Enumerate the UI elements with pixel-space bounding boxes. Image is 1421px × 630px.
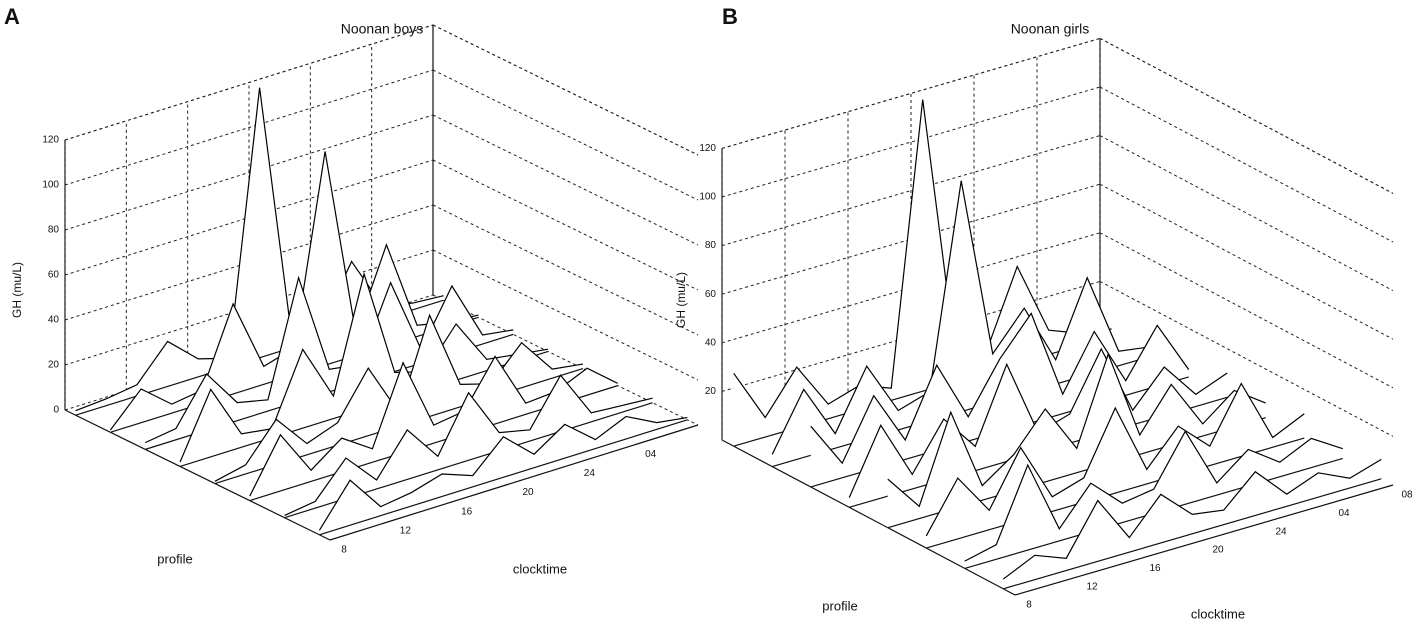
z-tick-label: 40 <box>705 337 717 348</box>
x-tick-label: 20 <box>1212 545 1224 556</box>
profile-line <box>318 415 688 531</box>
grid-line <box>1099 135 1394 292</box>
z-tick-label: 120 <box>42 135 59 146</box>
profile-fill <box>214 315 583 484</box>
x-tick-label: 08 <box>1401 490 1413 501</box>
x-tick-label: 12 <box>1086 581 1098 592</box>
x-tick-label: 20 <box>522 487 534 498</box>
z-tick-label: 120 <box>699 143 716 154</box>
x-tick-label: 24 <box>1275 526 1287 537</box>
y-axis-label: profile <box>822 598 857 613</box>
profile-axis <box>64 409 331 541</box>
grid-line <box>1099 183 1394 340</box>
chart-title: Noonan girls <box>1011 21 1090 37</box>
profile-fill <box>75 87 444 416</box>
z-tick-label: 40 <box>48 315 60 326</box>
chart-title: Noonan boys <box>341 21 424 37</box>
z-tick-label: 100 <box>42 180 59 191</box>
z-tick-label: 80 <box>48 225 60 236</box>
z-tick-label: 80 <box>705 240 717 251</box>
profile-fill <box>964 431 1343 569</box>
grid-line <box>1099 232 1394 389</box>
profile-fill <box>145 277 514 450</box>
z-tick-label: 60 <box>705 289 717 300</box>
profile-line <box>925 382 1305 537</box>
profile-fill <box>110 151 479 433</box>
profile-line <box>1002 458 1382 580</box>
clocktime-axis <box>329 424 699 541</box>
grid-line <box>432 159 699 291</box>
x-tick-label: 8 <box>341 545 347 556</box>
profile-line <box>810 312 1190 465</box>
x-axis-label: clocktime <box>513 561 567 576</box>
z-axis-label: GH (mu/L) <box>10 262 24 318</box>
x-tick-label: 16 <box>461 506 473 517</box>
profile-fill <box>887 354 1266 528</box>
z-tick-label: 20 <box>705 386 717 397</box>
x-tick-label: 24 <box>584 468 596 479</box>
grid-line <box>432 204 699 336</box>
panel-letter: A <box>4 4 20 29</box>
z-tick-label: 20 <box>48 360 60 371</box>
profile-fill <box>180 273 549 467</box>
grid-line <box>1099 280 1394 437</box>
profile-fill <box>1003 459 1382 589</box>
grid-line <box>432 24 699 156</box>
grid-line <box>1099 86 1394 243</box>
profile-baseline <box>1003 478 1382 590</box>
profile-line <box>733 99 1112 419</box>
x-tick-label: 04 <box>1338 508 1350 519</box>
x-tick-label: 12 <box>400 525 412 536</box>
profile-line <box>179 271 549 463</box>
y-axis-label: profile <box>157 551 192 566</box>
clocktime-axis <box>1014 484 1394 596</box>
profile-fill <box>284 375 653 518</box>
profile-line <box>771 180 1151 455</box>
z-tick-label: 0 <box>53 405 59 416</box>
profile-line <box>284 374 653 517</box>
profile-baseline <box>319 419 688 536</box>
x-axis-label: clocktime <box>1191 606 1245 621</box>
x-tick-label: 04 <box>645 449 657 460</box>
x-tick-label: 16 <box>1149 563 1161 574</box>
profile-fill <box>772 180 1151 467</box>
profile-line <box>887 352 1266 508</box>
z-axis-label: GH (mu/L) <box>674 272 688 328</box>
grid-line <box>432 114 699 246</box>
profile-fill <box>319 416 688 535</box>
profile-line <box>145 275 514 444</box>
profile-axis <box>721 439 1016 596</box>
panel-letter: B <box>722 4 738 29</box>
grid-line <box>64 24 434 141</box>
z-tick-label: 100 <box>699 192 716 203</box>
grid-line <box>1099 37 1394 194</box>
profile-line <box>964 430 1343 562</box>
z-tick-label: 60 <box>48 270 60 281</box>
grid-line <box>432 249 699 381</box>
grid-line <box>432 69 699 201</box>
x-tick-label: 8 <box>1026 600 1032 611</box>
